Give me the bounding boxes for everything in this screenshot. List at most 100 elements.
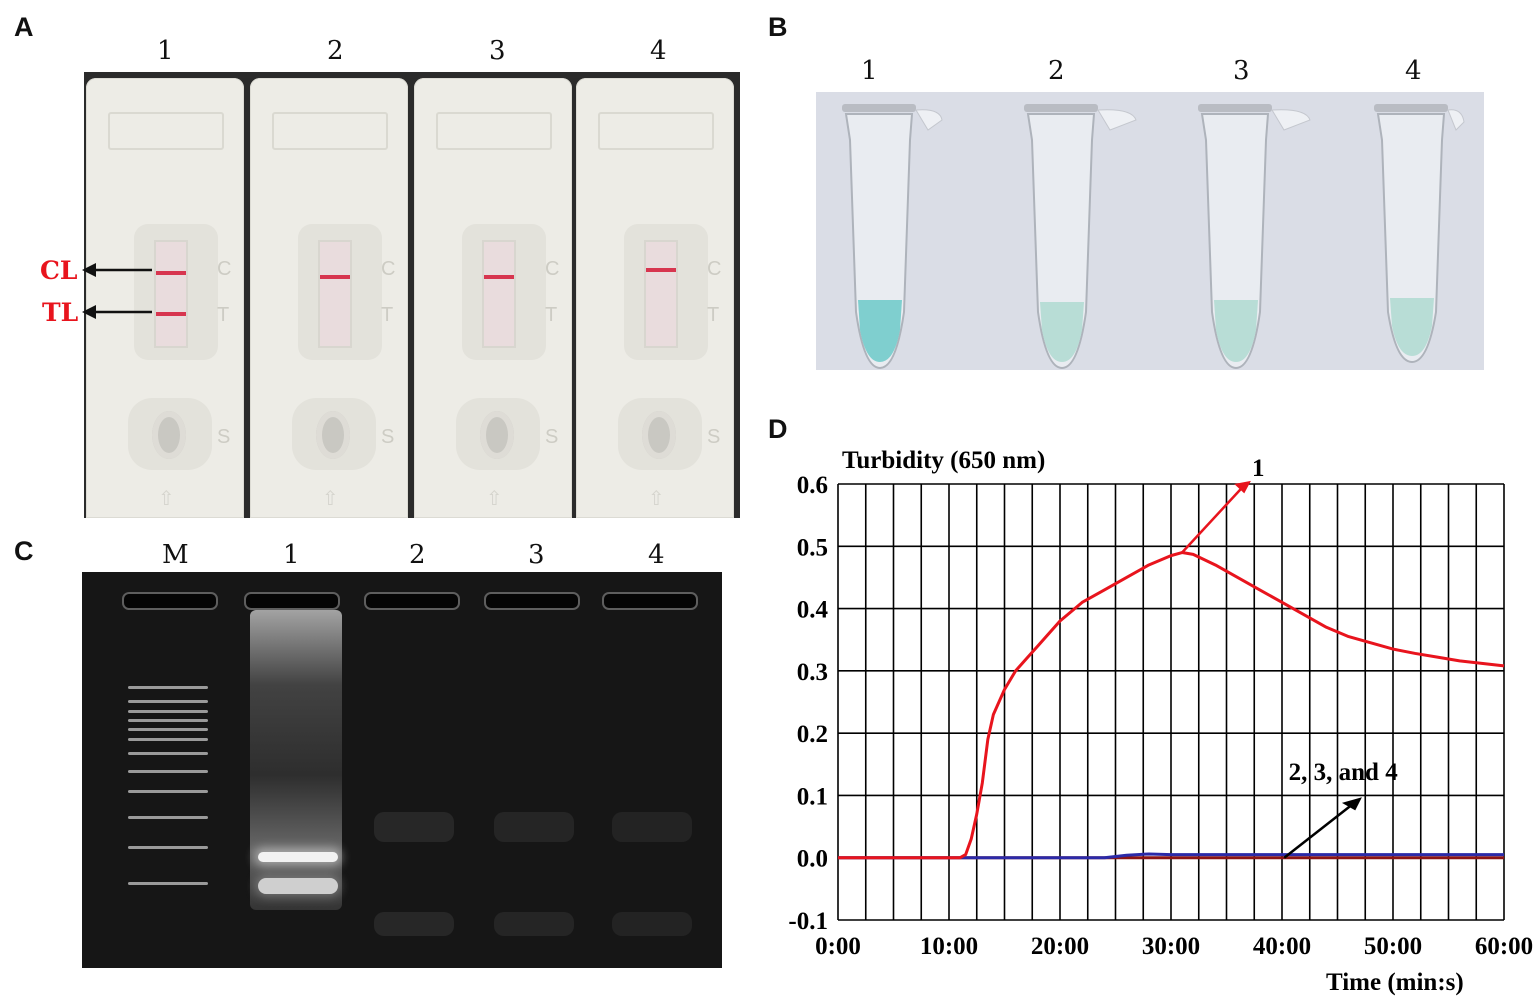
- faint-band: [494, 912, 574, 936]
- cassette-label-area: [108, 112, 224, 150]
- flow-direction-icon: ⇧: [486, 486, 503, 510]
- gel-well: [602, 592, 698, 610]
- cassette-letter-t: T: [381, 304, 394, 326]
- flow-direction-icon: ⇧: [648, 486, 665, 510]
- ladder-band: [128, 686, 208, 689]
- series-line: [838, 551, 1505, 860]
- cassette-letter-c: C: [707, 258, 722, 280]
- panel-a-lane-label: 1: [157, 36, 174, 66]
- tube: [1024, 104, 1137, 370]
- tube-liquid: [858, 300, 902, 362]
- gel-well: [122, 592, 218, 610]
- panel-b-lane-label: 4: [1405, 56, 1422, 86]
- test-cassette: C T S ⇧: [86, 78, 244, 518]
- cassette-label-area: [598, 112, 714, 150]
- flow-direction-icon: ⇧: [158, 486, 175, 510]
- tube: [1374, 104, 1465, 364]
- cassette-letter-c: C: [381, 258, 396, 280]
- tube-liquid: [1214, 300, 1258, 362]
- panel-a-lane-label: 3: [489, 36, 506, 66]
- x-tick-label: 10:00: [920, 933, 978, 960]
- cassette-letter-s: S: [707, 426, 721, 448]
- x-tick-label: 60:00: [1475, 933, 1533, 960]
- control-line-band: [320, 275, 350, 279]
- cassette-letter-c: C: [545, 258, 560, 280]
- panel-c-lane-label: 1: [283, 540, 300, 570]
- test-strip: [318, 240, 352, 348]
- test-cassette: C T S ⇧: [576, 78, 734, 518]
- cassette-label-area: [436, 112, 552, 150]
- gel-well: [244, 592, 340, 610]
- test-line-label: TL: [42, 298, 79, 327]
- ladder-band: [128, 752, 208, 755]
- y-tick-label: 0.0: [797, 846, 828, 873]
- y-tick-label: 0.6: [797, 472, 828, 499]
- tube-cap-hinge: [1271, 109, 1311, 131]
- panel-letter-c: C: [14, 536, 34, 566]
- panel-b-lane-label: 1: [861, 56, 878, 86]
- cassette-letter-c: C: [217, 258, 232, 280]
- annotation-arrow-2: [1283, 803, 1353, 859]
- tube-drawing: [842, 104, 1465, 370]
- tube-cap: [1374, 104, 1448, 112]
- turbidity-chart: Turbidity (650 nm) Time (min:s) 0.6 0.5 0.…: [788, 447, 1533, 996]
- cassette-letter-t: T: [217, 304, 230, 326]
- x-tick-label: 30:00: [1142, 933, 1200, 960]
- tube: [1198, 104, 1311, 370]
- annotation-label-2: 2, 3, and 4: [1289, 759, 1399, 786]
- sample-well: [316, 411, 350, 459]
- ladder-band: [128, 710, 208, 713]
- tube: [842, 104, 943, 370]
- tube-cap-hinge: [1097, 109, 1137, 131]
- control-line-arrowhead: [82, 263, 96, 277]
- cassette-letter-s: S: [545, 426, 559, 448]
- panel-c-lane-label: M: [162, 540, 189, 570]
- x-axis-label: Time (min:s): [1326, 969, 1464, 996]
- y-tick-label: -0.1: [788, 908, 828, 935]
- control-line-band: [484, 275, 514, 279]
- test-line-band: [156, 312, 186, 316]
- test-cassette: C T S ⇧: [250, 78, 408, 518]
- panel-b-lane-label: 3: [1233, 56, 1250, 86]
- x-tick-label: 50:00: [1364, 933, 1422, 960]
- y-tick-label: 0.5: [797, 534, 828, 561]
- series-line: [838, 852, 1504, 860]
- control-line-band: [646, 268, 676, 272]
- ladder-band: [128, 728, 208, 731]
- panel-c-lane-label: 2: [409, 540, 426, 570]
- test-strip: [644, 240, 678, 348]
- test-strip: [154, 240, 188, 348]
- cassette-letter-t: T: [545, 304, 558, 326]
- amplification-smear: [250, 610, 342, 910]
- control-line-label: CL: [40, 256, 78, 285]
- cassette-letter-t: T: [707, 304, 720, 326]
- flow-direction-icon: ⇧: [322, 486, 339, 510]
- tube-cap: [842, 104, 916, 112]
- gel-photo: [82, 572, 722, 968]
- x-tick-label: 0:00: [815, 933, 861, 960]
- x-tick-label: 40:00: [1253, 933, 1311, 960]
- annotation-arrow-1: [1181, 485, 1245, 554]
- gel-well: [484, 592, 580, 610]
- tube-cap-hinge: [915, 109, 943, 131]
- annotation-arrowhead-2: [1341, 797, 1362, 811]
- tube-cap-hinge: [1447, 109, 1465, 131]
- y-tick-label: 0.2: [797, 721, 828, 748]
- ladder-band: [128, 846, 208, 849]
- chart-title: Turbidity (650 nm): [842, 447, 1045, 474]
- panel-c-lane-label: 4: [648, 540, 665, 570]
- sample-well: [642, 411, 676, 459]
- y-tick-label: 0.1: [797, 783, 828, 810]
- x-tick-label: 20:00: [1031, 933, 1089, 960]
- lower-band: [258, 878, 338, 894]
- sample-well: [152, 411, 186, 459]
- arrow-annotations: [82, 263, 152, 319]
- test-line-arrowhead: [82, 305, 96, 319]
- tube-cap: [1024, 104, 1098, 112]
- ladder-band: [128, 700, 208, 703]
- y-tick-label: 0.4: [797, 597, 829, 624]
- test-strip: [482, 240, 516, 348]
- faint-band: [374, 812, 454, 842]
- tube-photo: [816, 92, 1484, 370]
- panel-letter-a: A: [14, 12, 34, 42]
